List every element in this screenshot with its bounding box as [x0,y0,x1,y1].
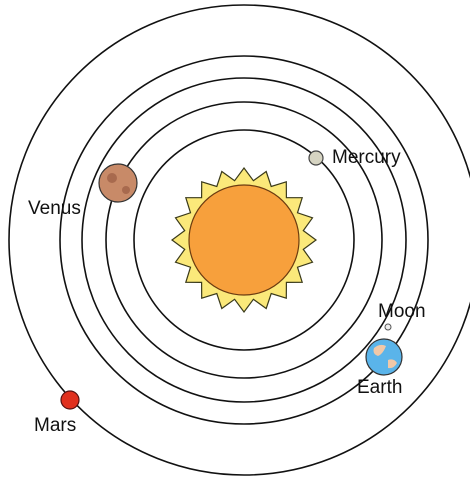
planet-label: Mars [34,415,76,436]
planet-label: Venus [28,198,81,219]
sun [189,185,299,295]
mercury [309,151,323,165]
solar-system-diagram: Mercury Venus Earth Moon Mars [0,0,470,477]
venus-spot [122,186,130,194]
earth [366,339,402,375]
venus-spot [107,173,117,183]
planet-label: Mercury [332,147,401,168]
planet-label: Moon [378,301,426,322]
planet-label: Earth [357,377,402,398]
moon [385,324,391,330]
venus [99,164,137,202]
mars [61,391,79,409]
